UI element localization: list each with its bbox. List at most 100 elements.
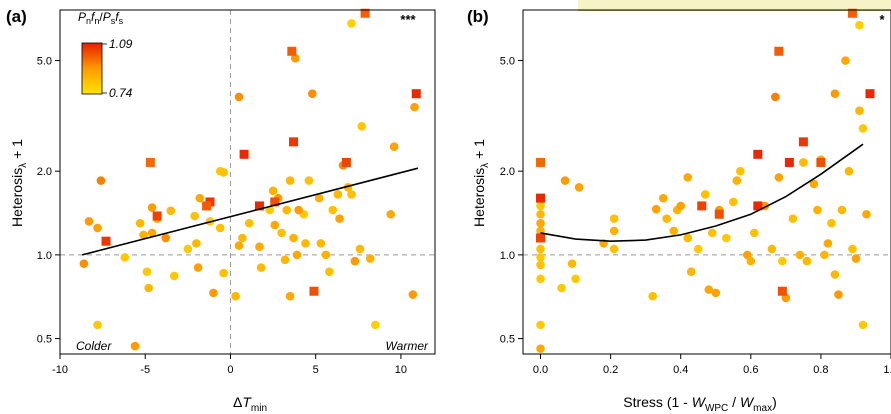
data-point: [669, 226, 679, 236]
data-point: [788, 214, 798, 223]
data-point: [93, 223, 102, 233]
data-point: [93, 320, 102, 330]
x-tick-label: 0.6: [743, 364, 758, 376]
y-ticks: 0.5 1.0 2.0 5.0: [500, 56, 523, 346]
data-point: [96, 176, 106, 185]
data-point-square: [784, 157, 794, 167]
data-point: [410, 102, 419, 112]
data-point: [294, 205, 303, 215]
data-point: [774, 173, 784, 182]
data-point-square: [536, 157, 546, 167]
data-point-square: [289, 137, 299, 147]
data-point: [147, 228, 157, 238]
y-tick-label: 0.5: [500, 334, 515, 346]
x-ticks: -10 -5 0 5 10: [52, 354, 407, 376]
data-point: [648, 291, 657, 301]
data-point: [858, 320, 868, 330]
data-point: [347, 19, 356, 28]
data-point-square: [774, 46, 784, 56]
colorbar-title: Pnfn/Psfs: [78, 10, 124, 26]
data-point-square: [152, 211, 162, 221]
colorbar-max-label: 1.09: [109, 37, 133, 51]
data-point: [365, 254, 375, 263]
data-point-square: [287, 46, 297, 56]
data-point: [735, 166, 745, 176]
data-point: [750, 228, 759, 238]
annotation-warmer: Warmer: [386, 339, 429, 353]
data-point: [192, 239, 201, 248]
data-point: [658, 193, 668, 203]
x-tick-label: 0.4: [673, 364, 688, 376]
data-point: [855, 106, 864, 116]
data-point: [609, 226, 619, 236]
data-point: [215, 223, 225, 233]
data-point: [746, 256, 756, 266]
data-point-square: [309, 286, 319, 296]
x-tick-label: 0.0: [533, 364, 548, 376]
significance-stars-b: *: [879, 12, 885, 27]
data-point: [536, 253, 545, 262]
data-point: [536, 260, 545, 270]
y-axis-label-b: Heterosisλ + 1: [471, 139, 491, 227]
data-point: [844, 166, 854, 176]
data-point: [282, 205, 292, 215]
data-point: [139, 230, 148, 240]
panel-letter-b: (b): [467, 7, 489, 26]
data-point: [347, 190, 356, 199]
data-point: [848, 244, 857, 254]
data-point: [84, 217, 94, 226]
data-point: [268, 186, 278, 196]
data-point: [728, 197, 738, 207]
fit-curve: [540, 143, 864, 243]
data-point-square: [145, 157, 155, 167]
data-point: [307, 89, 317, 98]
data-point: [820, 250, 829, 260]
plot-frame: [522, 9, 891, 355]
data-point: [144, 283, 153, 293]
y-axis-label-a: Heterosisλ + 1: [9, 139, 29, 227]
data-point-square: [536, 193, 546, 203]
colorbar-min-label: 0.74: [109, 86, 133, 100]
data-point-square: [753, 149, 763, 159]
data-point: [289, 233, 298, 243]
data-point-square: [865, 89, 875, 99]
data-point: [536, 201, 545, 211]
data-point: [841, 56, 850, 65]
data-point: [700, 190, 710, 199]
data-point-square: [341, 157, 351, 167]
y-tick-label: 2.0: [500, 166, 515, 178]
x-ticks: 0.0 0.2 0.4 0.6 0.8 1.0: [533, 354, 891, 376]
data-point: [837, 205, 847, 215]
data-point: [574, 183, 584, 192]
data-point-square: [816, 157, 826, 167]
data-point: [290, 53, 300, 63]
data-point: [707, 228, 717, 238]
data-point: [813, 205, 822, 215]
data-point: [238, 233, 247, 243]
data-point-square: [536, 233, 546, 243]
data-point: [732, 176, 742, 185]
data-point: [166, 206, 176, 216]
data-point: [809, 179, 819, 189]
data-point: [135, 218, 145, 228]
data-point: [292, 250, 302, 260]
data-point: [350, 256, 360, 266]
data-point: [778, 256, 787, 266]
y-tick-label: 0.5: [37, 334, 52, 346]
data-points: [79, 8, 421, 351]
y-tick-label: 5.0: [500, 56, 515, 68]
data-point: [536, 320, 545, 330]
data-point: [234, 92, 244, 102]
data-point-square: [239, 149, 249, 159]
data-point-square: [697, 201, 707, 211]
data-point: [834, 290, 843, 299]
data-point: [771, 92, 780, 102]
colorbar-gradient: [81, 42, 103, 95]
data-point: [333, 190, 343, 199]
data-point: [676, 201, 686, 211]
data-point: [231, 291, 240, 301]
data-point: [827, 218, 836, 228]
significance-stars-a: ***: [400, 12, 416, 27]
data-point: [799, 158, 808, 167]
